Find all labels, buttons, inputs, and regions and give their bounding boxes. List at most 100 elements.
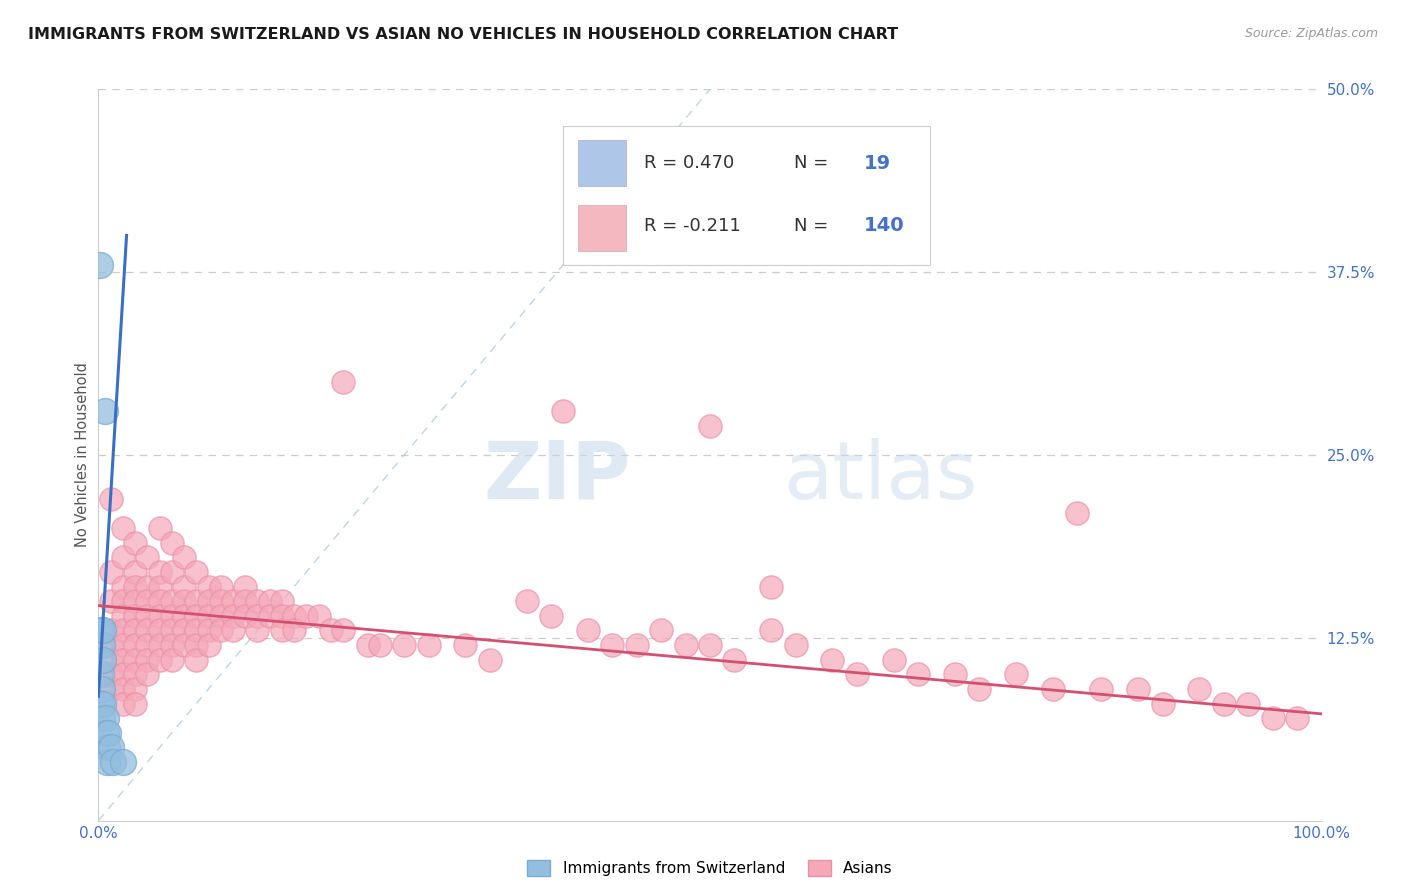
FancyBboxPatch shape xyxy=(578,205,626,251)
Point xyxy=(173,550,195,565)
Point xyxy=(173,624,195,638)
Point xyxy=(186,608,208,623)
Point xyxy=(1212,697,1234,711)
Point xyxy=(1286,711,1309,725)
Point xyxy=(270,594,294,608)
Point xyxy=(186,638,208,652)
Point xyxy=(186,624,208,638)
Point xyxy=(1152,697,1174,711)
Point xyxy=(149,653,172,667)
Text: N =: N = xyxy=(794,154,828,172)
Point xyxy=(160,624,183,638)
Text: R = 0.470: R = 0.470 xyxy=(644,154,734,172)
Point xyxy=(136,550,159,565)
Point xyxy=(246,594,269,608)
Point xyxy=(100,681,122,696)
Point xyxy=(160,594,183,608)
Point xyxy=(270,624,294,638)
Point xyxy=(149,580,172,594)
Point xyxy=(368,638,391,652)
Point xyxy=(761,580,783,594)
Point xyxy=(149,608,172,623)
Point xyxy=(160,535,183,549)
Point xyxy=(149,594,172,608)
Point xyxy=(197,624,219,638)
Point xyxy=(111,550,134,565)
Point xyxy=(111,653,134,667)
Point xyxy=(723,653,745,667)
Point xyxy=(173,580,195,594)
Point xyxy=(259,608,281,623)
Point xyxy=(124,608,146,623)
Point xyxy=(111,521,134,535)
Point xyxy=(197,608,219,623)
Point xyxy=(222,624,245,638)
Point xyxy=(124,565,146,579)
Point xyxy=(209,594,232,608)
Point xyxy=(97,726,120,740)
Text: 140: 140 xyxy=(865,217,905,235)
Point xyxy=(1261,711,1284,725)
Point xyxy=(101,755,124,769)
Point xyxy=(540,608,562,623)
Point xyxy=(173,594,195,608)
Point xyxy=(233,580,256,594)
Point xyxy=(600,638,623,652)
Point xyxy=(149,521,172,535)
Text: IMMIGRANTS FROM SWITZERLAND VS ASIAN NO VEHICLES IN HOUSEHOLD CORRELATION CHART: IMMIGRANTS FROM SWITZERLAND VS ASIAN NO … xyxy=(28,27,898,42)
Point xyxy=(197,580,219,594)
Point xyxy=(761,624,783,638)
Point xyxy=(90,624,112,638)
Point xyxy=(111,681,134,696)
Point xyxy=(1128,681,1150,696)
Point xyxy=(1066,507,1088,521)
Point xyxy=(160,653,183,667)
Point xyxy=(967,681,990,696)
Point xyxy=(90,697,112,711)
Point xyxy=(149,624,172,638)
Point xyxy=(91,624,114,638)
Point xyxy=(907,667,929,681)
Text: N =: N = xyxy=(794,217,828,235)
Point xyxy=(124,697,146,711)
Point xyxy=(90,667,112,681)
Y-axis label: No Vehicles in Household: No Vehicles in Household xyxy=(75,362,90,548)
Point xyxy=(111,608,134,623)
Point xyxy=(124,535,146,549)
Point xyxy=(124,580,146,594)
Point xyxy=(233,608,256,623)
Point xyxy=(675,638,697,652)
Point xyxy=(100,565,122,579)
Point xyxy=(136,638,159,652)
Point xyxy=(124,638,146,652)
Point xyxy=(100,653,122,667)
Point xyxy=(124,681,146,696)
Point xyxy=(160,565,183,579)
Point xyxy=(94,711,117,725)
Point xyxy=(136,653,159,667)
Point xyxy=(454,638,477,652)
Point xyxy=(1188,681,1211,696)
Point xyxy=(186,565,208,579)
Point xyxy=(650,624,672,638)
Point xyxy=(222,608,245,623)
Point xyxy=(111,580,134,594)
Point xyxy=(124,653,146,667)
Point xyxy=(91,681,114,696)
Point xyxy=(209,624,232,638)
Point xyxy=(93,404,115,418)
Point xyxy=(186,653,208,667)
Point xyxy=(96,740,118,755)
Point xyxy=(111,667,134,681)
Point xyxy=(197,638,219,652)
Point xyxy=(136,594,159,608)
Point xyxy=(246,608,269,623)
Point xyxy=(943,667,966,681)
Point xyxy=(308,608,330,623)
Point xyxy=(96,755,118,769)
Point xyxy=(1237,697,1260,711)
Point xyxy=(124,594,146,608)
Point xyxy=(209,580,232,594)
Point xyxy=(356,638,378,652)
Point xyxy=(91,697,114,711)
